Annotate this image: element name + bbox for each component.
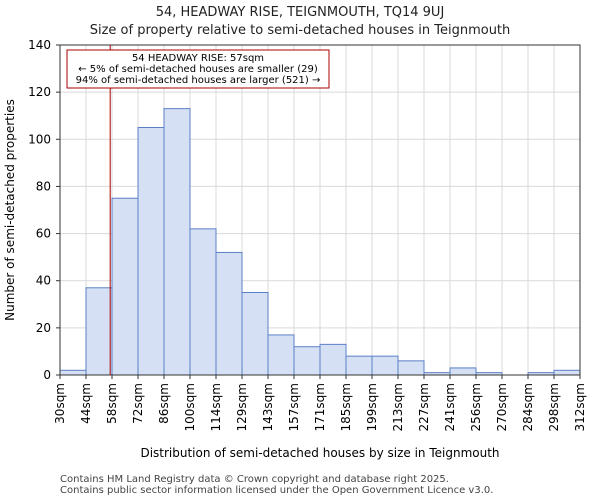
x-tick-label-100sqm: 100sqm — [183, 383, 197, 431]
bar-30sqm — [59, 369, 87, 376]
x-tick-label-298sqm: 298sqm — [547, 383, 561, 431]
bar-129sqm — [241, 292, 269, 376]
x-tick-label-312sqm: 312sqm — [573, 383, 587, 431]
bar-114sqm — [215, 251, 243, 376]
bar-100sqm — [189, 228, 217, 376]
x-tick-label-241sqm: 241sqm — [443, 383, 457, 431]
chart-title: 54, HEADWAY RISE, TEIGNMOUTH, TQ14 9UJ — [155, 5, 445, 20]
bar-72sqm — [137, 127, 165, 376]
bar-185sqm — [345, 355, 373, 376]
x-tick-label-270sqm: 270sqm — [495, 383, 509, 431]
annotation-line-2: ← 5% of semi-detached houses are smaller… — [78, 64, 318, 75]
y-axis-ticks: 0 20 40 60 80 100 120 140 — [28, 38, 60, 382]
x-tick-label-58sqm: 58sqm — [105, 383, 119, 424]
y-tick-label-100: 100 — [28, 132, 51, 146]
plot-frame — [59, 44, 581, 376]
x-axis-ticks: 30sqm 44sqm 58sqm 72sqm 86sqm 100sqm 114sqm 129… — [53, 375, 587, 431]
annotation-box: 54 HEADWAY RISE: 57sqm ← 5% of semi-deta… — [66, 49, 330, 89]
x-tick-label-185sqm: 185sqm — [339, 383, 353, 431]
footer-licence: Contains public sector information licen… — [60, 485, 494, 496]
x-tick-label-199sqm: 199sqm — [365, 383, 379, 431]
bar-157sqm — [293, 346, 321, 376]
x-tick-label-213sqm: 213sqm — [391, 383, 405, 431]
x-axis-label: Distribution of semi-detached houses by … — [140, 446, 499, 460]
bar-213sqm — [397, 360, 425, 376]
x-tick-label-86sqm: 86sqm — [157, 383, 171, 424]
y-axis-label: Number of semi-detached properties — [3, 99, 17, 321]
annotation-line-1: 54 HEADWAY RISE: 57sqm — [132, 53, 264, 64]
x-tick-label-284sqm: 284sqm — [521, 383, 535, 431]
annotation-line-3: 94% of semi-detached houses are larger (… — [76, 75, 321, 86]
bar-86sqm — [163, 108, 191, 376]
bar-44sqm — [85, 287, 113, 376]
x-tick-label-44sqm: 44sqm — [79, 383, 93, 424]
bar-199sqm — [371, 355, 399, 376]
x-tick-label-171sqm: 171sqm — [313, 383, 327, 431]
y-tick-label-80: 80 — [36, 179, 51, 193]
x-tick-label-143sqm: 143sqm — [261, 383, 275, 431]
bars — [59, 108, 581, 376]
x-tick-label-227sqm: 227sqm — [417, 383, 431, 431]
y-tick-label-60: 60 — [36, 227, 51, 241]
x-tick-label-256sqm: 256sqm — [469, 383, 483, 431]
y-tick-label-0: 0 — [43, 368, 51, 382]
x-tick-label-30sqm: 30sqm — [53, 383, 67, 424]
bar-241sqm — [449, 367, 477, 376]
y-tick-label-120: 120 — [28, 85, 51, 99]
x-tick-label-72sqm: 72sqm — [131, 383, 145, 424]
footer-copyright: Contains HM Land Registry data © Crown c… — [60, 474, 449, 485]
bar-171sqm — [319, 343, 347, 376]
bar-298sqm — [553, 369, 581, 376]
y-tick-label-140: 140 — [28, 38, 51, 52]
bar-143sqm — [267, 334, 295, 376]
x-tick-label-114sqm: 114sqm — [209, 383, 223, 431]
chart-subtitle: Size of property relative to semi-detach… — [89, 23, 511, 38]
x-tick-label-157sqm: 157sqm — [287, 383, 301, 431]
bar-58sqm — [111, 197, 139, 376]
x-tick-label-129sqm: 129sqm — [235, 383, 249, 431]
y-tick-label-40: 40 — [36, 274, 51, 288]
y-tick-label-20: 20 — [36, 321, 51, 335]
